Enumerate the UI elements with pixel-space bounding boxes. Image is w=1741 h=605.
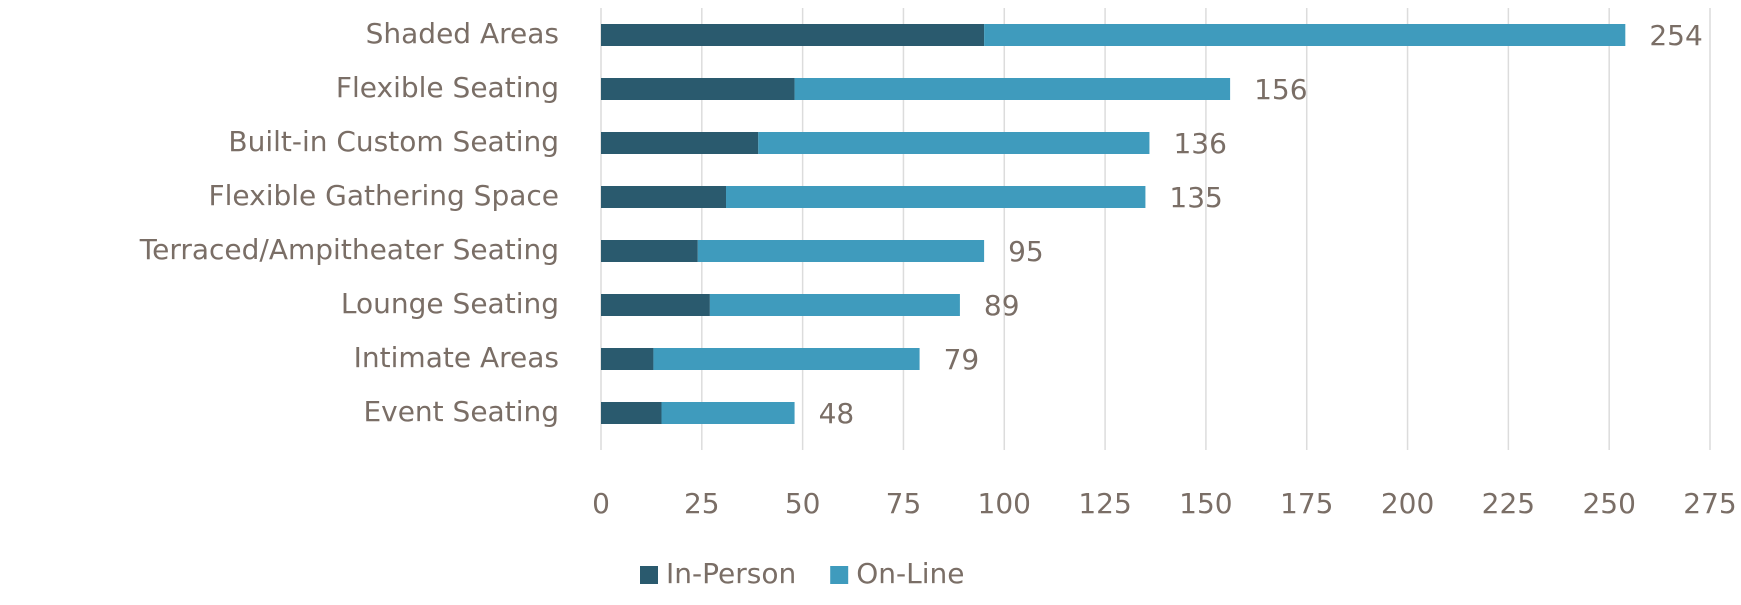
total-label: 95: [1008, 235, 1044, 268]
bar-segment: [601, 348, 654, 370]
legend-label: In-Person: [666, 557, 796, 590]
bar-segment: [601, 78, 795, 100]
y-tick-label: Flexible Gathering Space: [209, 179, 560, 212]
y-tick-label: Shaded Areas: [366, 17, 559, 50]
total-label: 254: [1649, 19, 1702, 52]
legend-label: On-Line: [856, 557, 964, 590]
x-tick-label: 100: [978, 487, 1031, 520]
x-tick-label: 25: [684, 487, 720, 520]
bar-segment: [726, 186, 1146, 208]
bar-segment: [697, 240, 985, 262]
bar-segment: [794, 78, 1231, 100]
y-tick-label: Event Seating: [363, 395, 559, 428]
x-tick-label: 175: [1280, 487, 1333, 520]
bar-segment: [601, 24, 985, 46]
bar-segment: [601, 240, 698, 262]
legend-swatch: [640, 566, 658, 584]
total-label: 135: [1169, 181, 1222, 214]
x-tick-label: 250: [1582, 487, 1635, 520]
bar-segment: [601, 186, 727, 208]
y-tick-label: Terraced/Ampitheater Seating: [139, 233, 559, 266]
x-tick-label: 225: [1482, 487, 1535, 520]
x-tick-label: 125: [1078, 487, 1131, 520]
x-tick-label: 75: [886, 487, 922, 520]
bar-segment: [984, 24, 1626, 46]
total-label: 89: [984, 289, 1020, 322]
bar-segment: [661, 402, 795, 424]
x-tick-label: 50: [785, 487, 821, 520]
total-label: 156: [1254, 73, 1307, 106]
legend-swatch: [830, 566, 849, 584]
y-tick-label: Intimate Areas: [354, 341, 559, 374]
x-tick-label: 200: [1381, 487, 1434, 520]
x-tick-label: 150: [1179, 487, 1232, 520]
bar-segment: [601, 294, 710, 316]
bar-segment: [601, 132, 759, 154]
total-label: 48: [819, 397, 855, 430]
total-label: 79: [944, 343, 980, 376]
y-tick-label: Built-in Custom Seating: [228, 125, 559, 158]
x-tick-label: 0: [592, 487, 610, 520]
bar-segment: [758, 132, 1150, 154]
bar-segment: [653, 348, 920, 370]
total-label: 136: [1173, 127, 1226, 160]
x-tick-label: 275: [1683, 487, 1736, 520]
bar-segment: [601, 402, 662, 424]
y-tick-label: Lounge Seating: [341, 287, 559, 320]
bar-segment: [709, 294, 960, 316]
y-tick-label: Flexible Seating: [336, 71, 559, 104]
